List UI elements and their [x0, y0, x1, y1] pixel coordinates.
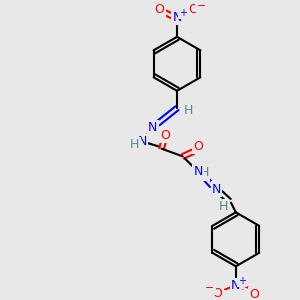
Text: H: H: [184, 103, 193, 117]
Text: O: O: [193, 140, 203, 153]
Text: O: O: [160, 129, 170, 142]
Text: +: +: [238, 276, 246, 286]
Text: −: −: [196, 1, 206, 11]
Text: −: −: [205, 284, 214, 293]
Text: N: N: [231, 279, 241, 292]
Text: O: O: [155, 3, 165, 16]
Text: H: H: [219, 200, 228, 213]
Text: H: H: [199, 166, 209, 179]
Text: +: +: [179, 8, 187, 18]
Text: N: N: [194, 165, 203, 178]
Text: O: O: [213, 287, 222, 300]
Text: O: O: [249, 288, 259, 300]
Text: N: N: [212, 183, 221, 196]
Text: N: N: [138, 135, 147, 148]
Text: O: O: [188, 3, 198, 16]
Text: N: N: [172, 11, 182, 24]
Text: N: N: [148, 121, 158, 134]
Text: H: H: [130, 138, 139, 151]
